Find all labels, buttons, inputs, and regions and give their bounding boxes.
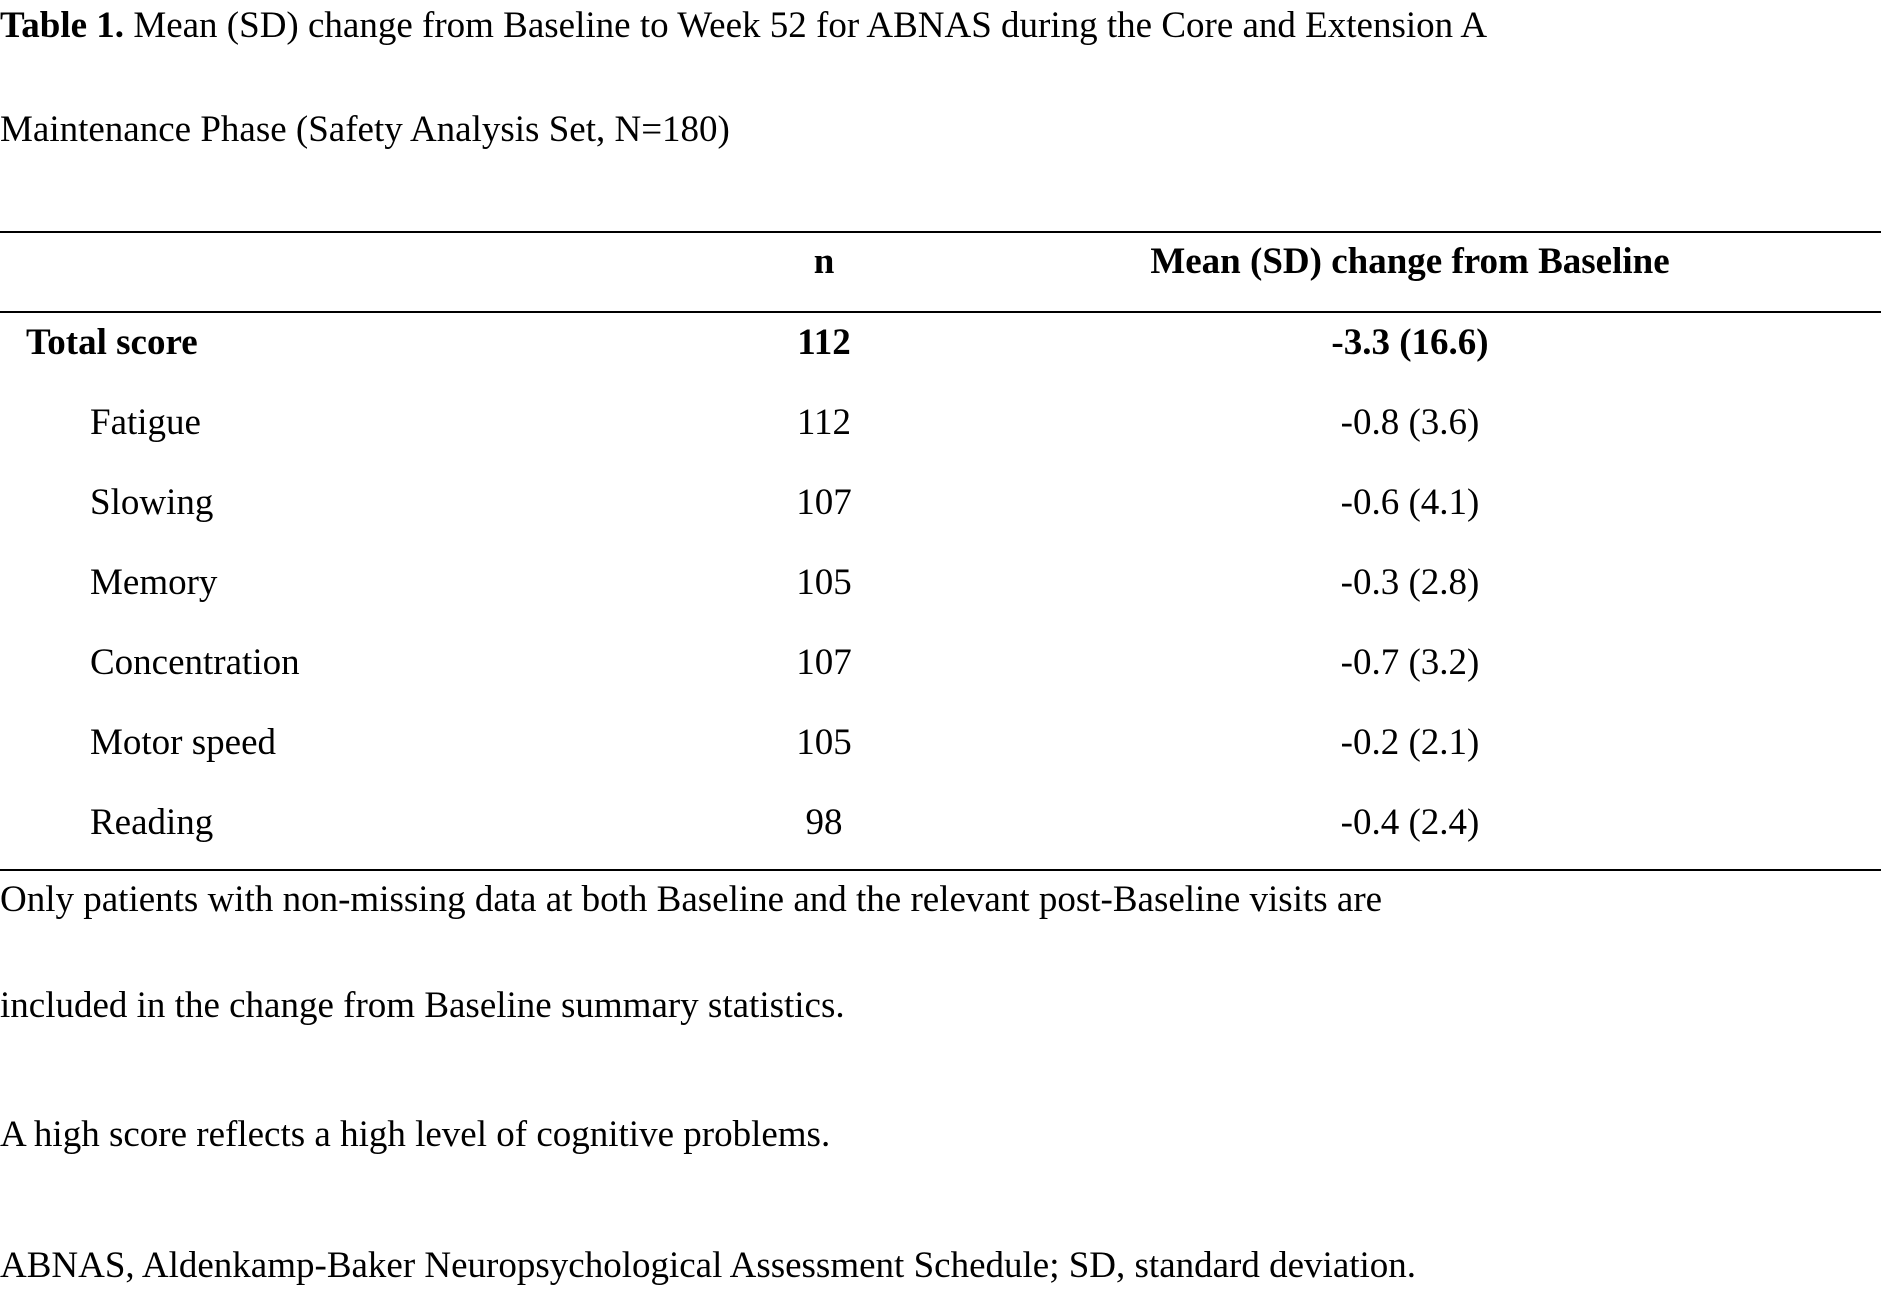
row-mean-sd: -0.7 (3.2)	[1340, 642, 1480, 683]
footnote-2: A high score reflects a high level of co…	[0, 1114, 831, 1155]
footnote-3: ABNAS, Aldenkamp-Baker Neuropsychologica…	[0, 1245, 1417, 1286]
row-n: 105	[796, 562, 852, 603]
row-label: Slowing	[90, 482, 214, 523]
row-mean-sd: -0.8 (3.6)	[1340, 402, 1480, 443]
row-label: Fatigue	[90, 402, 201, 443]
footnote-1-line2: included in the change from Baseline sum…	[0, 985, 845, 1026]
row-mean-sd: -0.4 (2.4)	[1340, 802, 1480, 843]
table-caption-line2: Maintenance Phase (Safety Analysis Set, …	[0, 109, 730, 150]
row-n: 105	[796, 722, 852, 763]
row-label: Total score	[26, 322, 198, 363]
row-label: Motor speed	[90, 722, 276, 763]
table-caption-line1: Table 1. Mean (SD) change from Baseline …	[0, 4, 1487, 48]
table-top-rule	[0, 231, 1881, 233]
footnote-1-line1: Only patients with non-missing data at b…	[0, 879, 1383, 920]
caption-text: Mean (SD) change from Baseline to Week 5…	[124, 5, 1488, 46]
row-label: Memory	[90, 562, 218, 603]
row-n: 112	[796, 402, 852, 443]
table-bottom-rule	[0, 869, 1881, 871]
row-n: 107	[796, 642, 852, 683]
row-mean-sd: -0.2 (2.1)	[1340, 722, 1480, 763]
row-n: 112	[797, 322, 851, 363]
row-mean-sd: -0.6 (4.1)	[1340, 482, 1480, 523]
header-mean-sd: Mean (SD) change from Baseline	[1150, 241, 1670, 282]
row-n: 98	[805, 802, 843, 843]
caption-label: Table 1.	[0, 5, 125, 46]
row-n: 107	[796, 482, 852, 523]
row-label: Reading	[90, 802, 214, 843]
row-label: Concentration	[90, 642, 300, 683]
row-mean-sd: -3.3 (16.6)	[1331, 322, 1489, 363]
header-n: n	[813, 241, 835, 282]
table-header-rule	[0, 311, 1881, 313]
row-mean-sd: -0.3 (2.8)	[1340, 562, 1480, 603]
